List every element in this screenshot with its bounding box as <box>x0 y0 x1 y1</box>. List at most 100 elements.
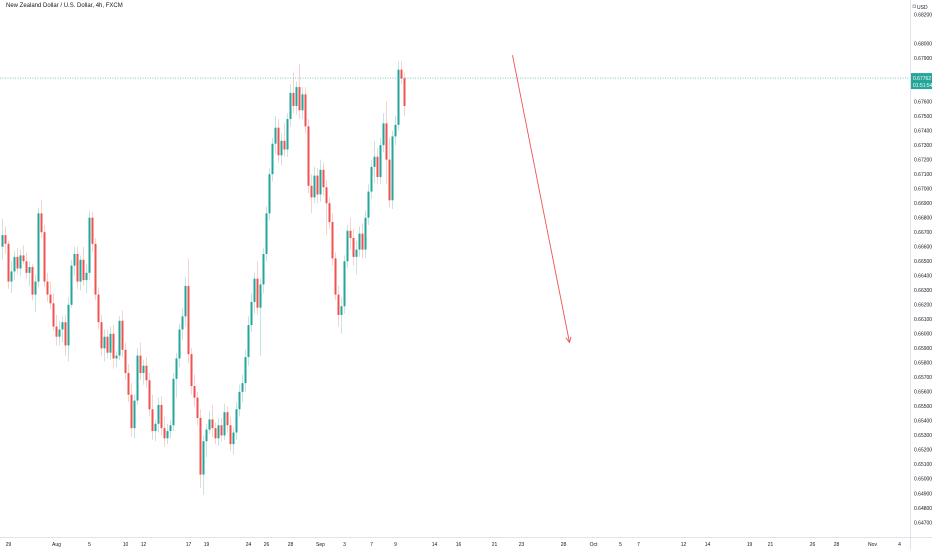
candle <box>301 87 304 120</box>
time-tick-label: 28 <box>561 542 567 548</box>
candle-body <box>187 285 190 355</box>
candle-body <box>364 217 367 250</box>
candle <box>112 325 115 369</box>
candle <box>307 119 310 194</box>
candle <box>385 101 388 185</box>
candle-body <box>139 355 142 373</box>
candle <box>220 417 223 442</box>
candle <box>289 84 292 127</box>
time-axis[interactable]: 29 Aug 5 10 12 17 19 24 26 28 Sep 3 7 9 14 16 21 23 28 Oct 5… <box>6 542 901 548</box>
candle <box>370 159 373 199</box>
candle <box>256 261 259 315</box>
price-tick-label: 0.67300 <box>914 143 932 149</box>
price-tick-label: 0.66700 <box>914 230 932 236</box>
candle-body <box>196 397 199 418</box>
candle <box>85 264 88 294</box>
candle <box>295 81 298 115</box>
candle-body <box>175 358 178 379</box>
candle <box>226 406 229 433</box>
candle-body <box>379 145 382 178</box>
candle <box>79 255 82 291</box>
price-tick-label: 0.66800 <box>914 216 932 222</box>
candle <box>352 229 355 266</box>
candle-body <box>19 255 22 269</box>
time-tick-label: 16 <box>456 542 462 548</box>
candle-body <box>34 281 37 295</box>
candle-body <box>352 238 355 257</box>
candle <box>37 207 40 288</box>
candle <box>130 383 133 437</box>
price-tick-label: 0.66900 <box>914 201 932 207</box>
candle <box>127 364 130 403</box>
projection-arrow[interactable] <box>512 55 572 344</box>
price-tick-label: 0.64800 <box>914 506 932 512</box>
candle <box>13 251 16 281</box>
candle-body <box>208 419 211 430</box>
candle-body <box>97 294 100 323</box>
candle <box>157 397 160 433</box>
candle-body <box>376 156 379 178</box>
candle <box>109 326 112 360</box>
candle <box>190 348 193 395</box>
candle <box>208 410 211 434</box>
candle <box>100 314 103 356</box>
candle-body <box>277 127 280 156</box>
time-tick-label: 9 <box>394 542 397 548</box>
time-tick-label: 19 <box>204 542 210 548</box>
candle-body <box>109 333 112 353</box>
time-tick-label: 10 <box>123 542 129 548</box>
candle <box>55 314 58 346</box>
arrow-shaft[interactable] <box>512 55 570 343</box>
candle-body <box>31 267 34 295</box>
price-tick-label: 0.65700 <box>914 375 932 381</box>
candle-body <box>49 294 52 304</box>
candle-body <box>289 92 292 120</box>
candle-body <box>238 391 241 410</box>
candle <box>163 416 166 448</box>
candle-body <box>79 259 82 282</box>
candle-body <box>121 320 124 350</box>
candle-body <box>76 253 79 282</box>
candle <box>148 372 151 417</box>
candle-body <box>103 336 106 349</box>
price-tag-box <box>911 73 932 90</box>
candle <box>259 278 262 356</box>
candle <box>286 113 289 157</box>
candle <box>325 179 328 236</box>
candle <box>394 116 397 146</box>
candle-body <box>163 428 166 439</box>
candle-body <box>337 294 340 315</box>
candle <box>376 148 379 185</box>
time-tick-label: Oct <box>590 542 598 548</box>
candle <box>313 166 316 204</box>
candle-body <box>223 412 226 436</box>
candle <box>316 168 319 204</box>
candle <box>187 258 190 363</box>
candle <box>304 87 307 134</box>
candle <box>367 184 370 225</box>
candle <box>184 277 187 327</box>
candle <box>250 293 253 333</box>
candle-body <box>52 303 55 327</box>
candle <box>94 238 97 301</box>
time-tick-label: Sep <box>316 542 325 548</box>
candle-body <box>241 383 244 392</box>
candle <box>223 403 226 440</box>
time-tick-label: 3 <box>343 542 346 548</box>
candle-body <box>403 78 406 106</box>
candle <box>43 224 46 288</box>
candle <box>241 374 244 403</box>
time-tick-label: 28 <box>834 542 840 548</box>
candle-body <box>124 349 127 373</box>
candle-body <box>106 336 109 353</box>
candle-body <box>328 203 331 223</box>
price-tick-label: 0.68000 <box>914 41 932 47</box>
candle <box>319 159 322 202</box>
candle <box>271 137 274 182</box>
price-tick-label: 0.65600 <box>914 390 932 396</box>
candle <box>1 219 4 260</box>
candle <box>103 329 106 362</box>
candle-body <box>373 156 376 167</box>
candle-body <box>304 94 307 127</box>
